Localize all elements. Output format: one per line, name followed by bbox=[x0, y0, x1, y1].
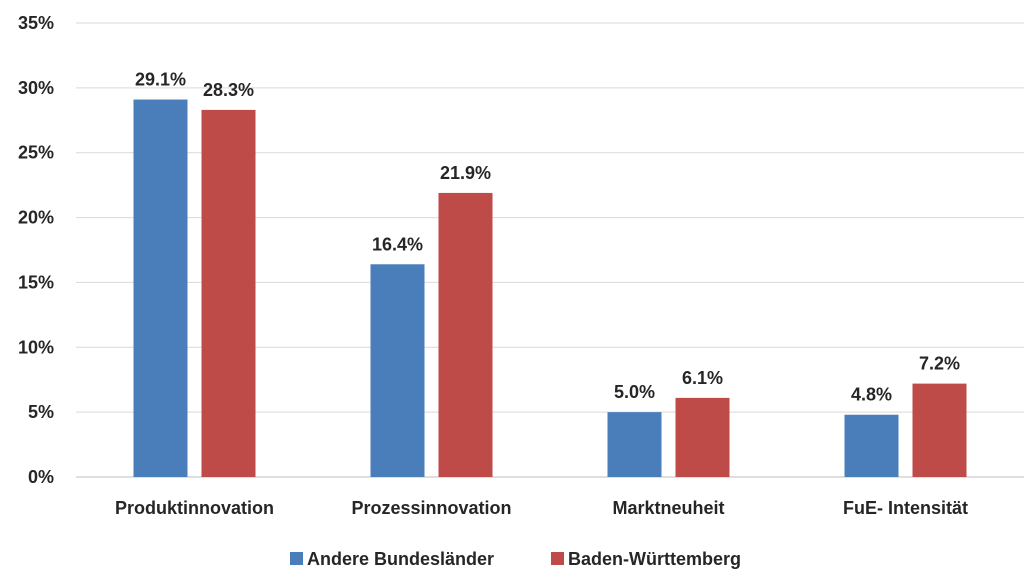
category-label: Marktneuheit bbox=[612, 498, 724, 518]
bar bbox=[675, 397, 730, 477]
legend-swatch bbox=[551, 552, 564, 565]
bar bbox=[438, 192, 493, 477]
legend-swatch bbox=[290, 552, 303, 565]
bar bbox=[912, 383, 967, 477]
legend-label: Andere Bundesländer bbox=[307, 549, 494, 569]
data-label: 4.8% bbox=[851, 385, 892, 405]
bar bbox=[370, 264, 425, 477]
y-tick-label: 10% bbox=[18, 337, 54, 357]
y-tick-label: 35% bbox=[18, 13, 54, 33]
data-labels: 29.1% 28.3% 16.4% 21.9% 5.0% 6.1% 4.8% 7.2% bbox=[135, 70, 960, 405]
category-label: Produktinnovation bbox=[115, 498, 274, 518]
data-label: 29.1% bbox=[135, 70, 186, 90]
x-axis-category-labels: Produktinnovation Prozessinnovation Marktn… bbox=[115, 498, 968, 518]
bar bbox=[844, 414, 899, 477]
y-axis-tick-labels: 0% 5% 10% 15% 20% 25% 30% 35% bbox=[18, 13, 54, 487]
y-tick-label: 25% bbox=[18, 143, 54, 163]
data-label: 16.4% bbox=[372, 234, 423, 254]
category-label: FuE- Intensität bbox=[843, 498, 968, 518]
bar bbox=[133, 99, 188, 477]
y-tick-label: 30% bbox=[18, 78, 54, 98]
data-label: 5.0% bbox=[614, 382, 655, 402]
y-tick-label: 15% bbox=[18, 272, 54, 292]
data-label: 7.2% bbox=[919, 354, 960, 374]
bars bbox=[133, 99, 967, 477]
data-label: 21.9% bbox=[440, 163, 491, 183]
data-label: 28.3% bbox=[203, 80, 254, 100]
y-tick-label: 20% bbox=[18, 208, 54, 228]
y-tick-label: 5% bbox=[28, 402, 54, 422]
legend: Andere Bundesländer Baden-Württemberg bbox=[290, 549, 741, 569]
data-label: 6.1% bbox=[682, 368, 723, 388]
category-label: Prozessinnovation bbox=[351, 498, 511, 518]
legend-label: Baden-Württemberg bbox=[568, 549, 741, 569]
bar bbox=[201, 109, 256, 477]
bar bbox=[607, 412, 662, 477]
y-tick-label: 0% bbox=[28, 467, 54, 487]
